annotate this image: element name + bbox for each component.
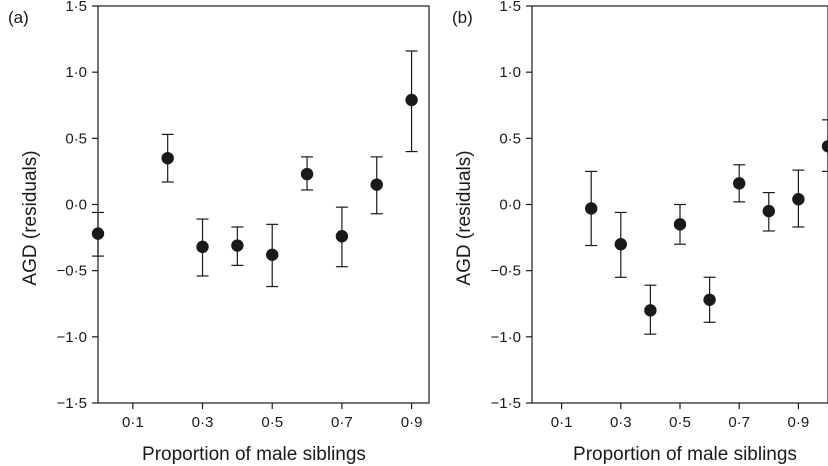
panel-a-x-tick-label: 0·9 [401, 414, 423, 431]
panel-a-y-tick-label: 0·0 [65, 197, 87, 214]
panel-b-data-point [792, 193, 805, 206]
panel-b-data-point [585, 202, 598, 215]
panel-b-x-tick-label: 0·5 [669, 414, 691, 431]
panel-a-y-tick-label: 1·0 [65, 64, 87, 81]
panel-b-data-point [644, 304, 657, 317]
panel-a: (a) AGD (residuals) Proportion of male s… [8, 0, 430, 465]
panel-b-x-tick-label: 0·1 [551, 414, 573, 431]
panel-b-data-point [762, 204, 775, 218]
panel-a-x-axis-title: Proportion of male siblings [142, 444, 366, 465]
panel-b-x-axis-title: Proportion of male siblings [573, 444, 797, 465]
panel-b-y-axis-title: AGD (residuals) [454, 150, 475, 285]
panel-a-data-point [300, 167, 314, 181]
panel-a-y-tick-label: −0·5 [57, 263, 87, 280]
panel-a-x-tick-label: 0·3 [192, 414, 214, 431]
panel-b-y-tick-label: 0·5 [499, 130, 521, 147]
panel-b-data-point [614, 238, 627, 251]
panel-b-label: (b) [452, 8, 473, 27]
panel-a-x-tick-label: 0·5 [261, 414, 283, 431]
panel-b-data-point [673, 218, 687, 231]
panel-b-x-tick-label: 0·3 [610, 414, 632, 431]
panel-a-data-point [335, 230, 349, 243]
panel-b: (b) AGD (residuals) Proportion of male s… [452, 0, 828, 465]
panel-b-x-tick-label: 0·7 [728, 414, 750, 431]
panel-a-y-tick-label: −1·0 [57, 329, 87, 346]
panel-b-y-tick-label: 1·5 [499, 0, 521, 15]
panel-a-data-point [405, 93, 418, 107]
panel-a-y-tick-label: −1·5 [57, 395, 87, 412]
panel-a-data-point [370, 178, 383, 191]
panel-a-data-point [266, 248, 279, 261]
panel-b-data-point [733, 177, 746, 190]
panel-a-data-point [196, 240, 209, 254]
panel-a-data-point [91, 227, 105, 240]
panel-b-y-tick-label: −0·5 [491, 263, 521, 280]
panel-b-data-point [821, 140, 828, 153]
panel-a-y-tick-label: 1·5 [65, 0, 87, 15]
panel-a-x-tick-label: 0·7 [331, 414, 353, 431]
panel-b-y-tick-label: −1·0 [491, 329, 521, 346]
panel-a-data-point [231, 239, 244, 252]
panel-a-data-point [161, 151, 174, 165]
panel-b-y-tick-label: 0·0 [499, 197, 521, 214]
panel-a-y-tick-label: 0·5 [65, 130, 87, 147]
panel-b-y-tick-label: −1·5 [491, 395, 521, 412]
panel-b-x-tick-label: 0·9 [788, 414, 810, 431]
panel-b-data-point [703, 293, 716, 306]
panel-a-x-tick-label: 0·1 [122, 414, 144, 431]
panel-b-y-tick-label: 1·0 [499, 64, 521, 81]
panel-a-plot-frame [97, 5, 430, 404]
panel-a-label: (a) [8, 8, 29, 27]
panel-a-y-axis-title: AGD (residuals) [20, 150, 41, 285]
